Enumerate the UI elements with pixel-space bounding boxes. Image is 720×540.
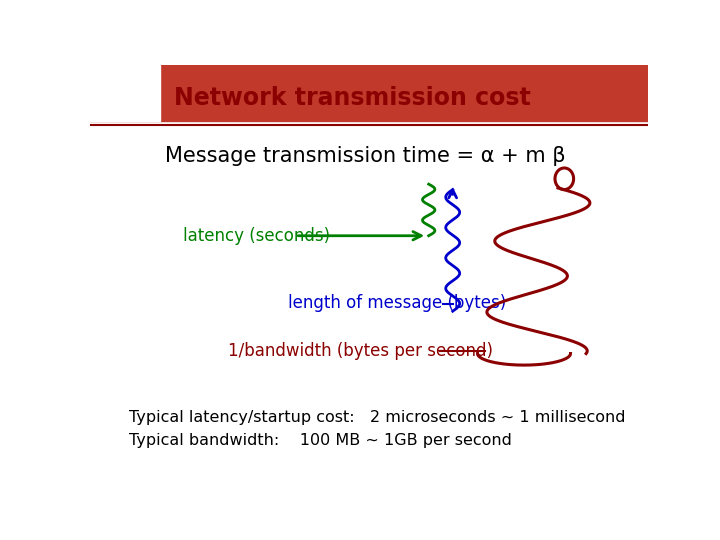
Text: Network transmission cost: Network transmission cost (174, 86, 531, 110)
Text: Typical latency/startup cost:   2 microseconds ~ 1 millisecond: Typical latency/startup cost: 2 microsec… (129, 410, 625, 425)
Text: Typical bandwidth:    100 MB ~ 1GB per second: Typical bandwidth: 100 MB ~ 1GB per seco… (129, 433, 512, 448)
Polygon shape (90, 65, 160, 121)
Text: 1/bandwidth (bytes per second): 1/bandwidth (bytes per second) (228, 342, 493, 360)
Polygon shape (90, 65, 648, 121)
Text: Message transmission time = α + m β: Message transmission time = α + m β (165, 146, 565, 166)
Text: length of message (bytes): length of message (bytes) (287, 294, 506, 313)
Polygon shape (90, 52, 160, 121)
Polygon shape (90, 52, 160, 121)
Text: latency (seconds): latency (seconds) (183, 227, 330, 245)
